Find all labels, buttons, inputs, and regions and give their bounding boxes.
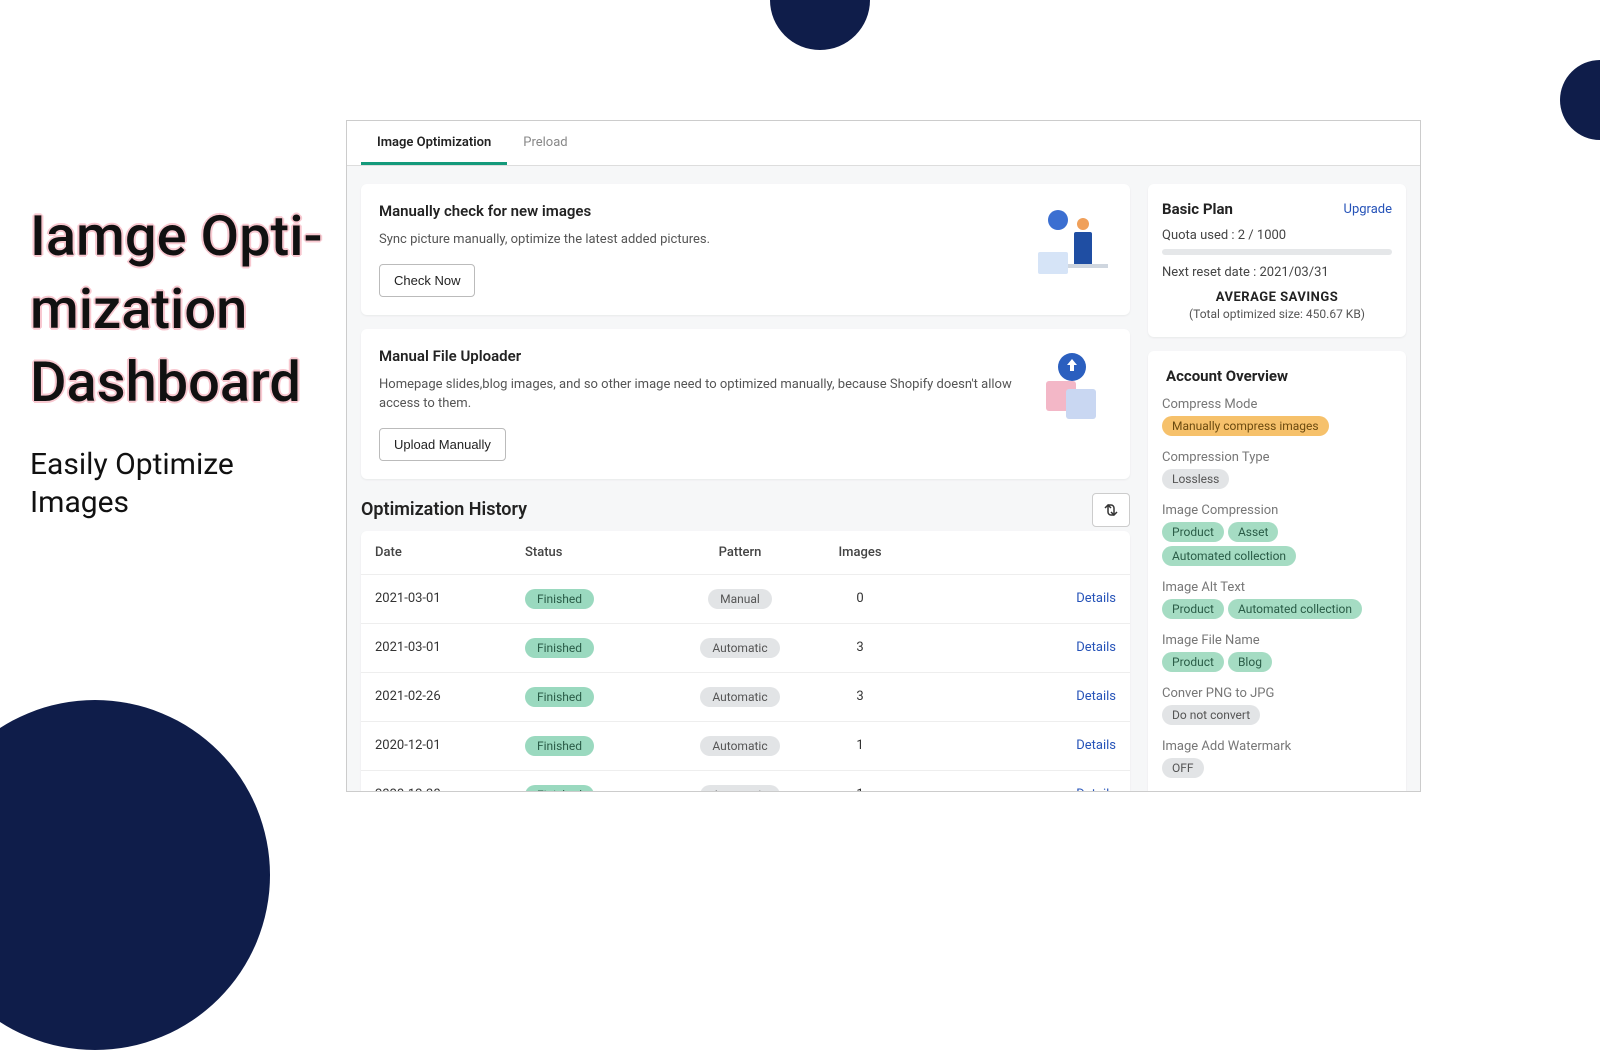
details-link[interactable]: Details bbox=[1076, 738, 1116, 753]
decor-circle-top bbox=[770, 0, 870, 50]
details-link[interactable]: Details bbox=[1076, 640, 1116, 655]
tag: Blog bbox=[1228, 652, 1272, 672]
cell-status: Finished bbox=[525, 736, 665, 756]
table-header: Date Status Pattern Images bbox=[361, 531, 1130, 575]
image-filename-label: Image File Name bbox=[1162, 633, 1392, 648]
hero-text: Iamge Opti-mization Dashboard Easily Opt… bbox=[30, 200, 340, 521]
cell-pattern: Manual bbox=[665, 589, 815, 609]
tab-image-optimization[interactable]: Image Optimization bbox=[361, 121, 507, 165]
compress-mode-label: Compress Mode bbox=[1162, 397, 1392, 412]
refresh-icon bbox=[1103, 502, 1119, 518]
cell-status: Finished bbox=[525, 687, 665, 707]
tag: Automated collection bbox=[1162, 546, 1296, 566]
decor-circle-right bbox=[1560, 60, 1600, 140]
sidebar-column: Basic Plan Upgrade Quota used : 2 / 1000… bbox=[1148, 184, 1406, 792]
table-row: 2020-12-30FinishedAutomatic1 Details bbox=[361, 771, 1130, 793]
upload-card: Manual File Uploader Homepage slides,blo… bbox=[361, 329, 1130, 479]
tab-bar: Image Optimization Preload bbox=[347, 121, 1420, 166]
savings-title: AVERAGE SAVINGS bbox=[1162, 290, 1392, 305]
cell-date: 2021-03-01 bbox=[375, 591, 525, 606]
cell-status: Finished bbox=[525, 638, 665, 658]
cell-images: 0 bbox=[815, 591, 905, 606]
table-row: 2021-03-01FinishedManual0 Details bbox=[361, 575, 1130, 624]
check-card-title: Manually check for new images bbox=[379, 202, 710, 220]
cell-images: 3 bbox=[815, 640, 905, 655]
tag: Asset bbox=[1228, 522, 1279, 542]
history-table: Date Status Pattern Images 2021-03-01Fin… bbox=[361, 531, 1130, 793]
details-link[interactable]: Details bbox=[1076, 787, 1116, 792]
quota-progress bbox=[1162, 249, 1392, 255]
upload-manually-button[interactable]: Upload Manually bbox=[379, 428, 506, 461]
cell-date: 2020-12-01 bbox=[375, 738, 525, 753]
cell-pattern: Automatic bbox=[665, 687, 815, 707]
compress-mode-value: Manually compress images bbox=[1162, 416, 1329, 436]
cell-date: 2021-03-01 bbox=[375, 640, 525, 655]
cell-images: 1 bbox=[815, 738, 905, 753]
upload-illustration-icon bbox=[1028, 347, 1112, 427]
table-row: 2020-12-01FinishedAutomatic1 Details bbox=[361, 722, 1130, 771]
watermark-value: OFF bbox=[1162, 758, 1204, 778]
savings-sub: (Total optimized size: 450.67 KB) bbox=[1162, 307, 1392, 321]
image-alt-label: Image Alt Text bbox=[1162, 580, 1392, 595]
quota-text: Quota used : 2 / 1000 bbox=[1162, 228, 1392, 243]
history-section: Optimization History Date Status Pattern… bbox=[361, 493, 1130, 793]
compression-type-label: Compression Type bbox=[1162, 450, 1392, 465]
tag: Automated collection bbox=[1228, 599, 1362, 619]
account-overview-card: Account Overview Compress Mode Manually … bbox=[1148, 351, 1406, 792]
image-compression-label: Image Compression bbox=[1162, 503, 1392, 518]
details-link[interactable]: Details bbox=[1076, 591, 1116, 606]
content-area: Manually check for new images Sync pictu… bbox=[347, 166, 1420, 792]
decor-circle-bottom bbox=[0, 700, 270, 1050]
tag: Product bbox=[1162, 599, 1224, 619]
check-card-desc: Sync picture manually, optimize the late… bbox=[379, 230, 710, 250]
cell-status: Finished bbox=[525, 589, 665, 609]
table-row: 2021-03-01FinishedAutomatic3 Details bbox=[361, 624, 1130, 673]
upload-card-desc: Homepage slides,blog images, and so othe… bbox=[379, 375, 1018, 414]
history-title: Optimization History bbox=[361, 499, 527, 520]
plan-card: Basic Plan Upgrade Quota used : 2 / 1000… bbox=[1148, 184, 1406, 337]
png-jpg-label: Conver PNG to JPG bbox=[1162, 686, 1392, 701]
tag: Product bbox=[1162, 522, 1224, 542]
refresh-button[interactable] bbox=[1092, 493, 1130, 527]
cell-status: Finished bbox=[525, 785, 665, 793]
col-pattern: Pattern bbox=[665, 545, 815, 560]
watermark-label: Image Add Watermark bbox=[1162, 739, 1392, 754]
tag: Product bbox=[1162, 652, 1224, 672]
main-column: Manually check for new images Sync pictu… bbox=[361, 184, 1130, 792]
cell-date: 2021-02-26 bbox=[375, 689, 525, 704]
png-jpg-value: Do not convert bbox=[1162, 705, 1260, 725]
compression-type-value: Lossless bbox=[1162, 469, 1229, 489]
cell-images: 3 bbox=[815, 689, 905, 704]
col-status: Status bbox=[525, 545, 665, 560]
tab-preload[interactable]: Preload bbox=[507, 121, 583, 165]
dashboard-window: Image Optimization Preload Manually chec… bbox=[346, 120, 1421, 792]
overview-title: Account Overview bbox=[1162, 367, 1392, 385]
col-images: Images bbox=[815, 545, 905, 560]
hero-subtitle: Easily Optimize Images bbox=[30, 446, 340, 521]
cell-images: 1 bbox=[815, 787, 905, 792]
col-date: Date bbox=[375, 545, 525, 560]
hero-title: Iamge Opti-mization Dashboard bbox=[30, 200, 340, 418]
table-row: 2021-02-26FinishedAutomatic3 Details bbox=[361, 673, 1130, 722]
check-images-card: Manually check for new images Sync pictu… bbox=[361, 184, 1130, 315]
upgrade-link[interactable]: Upgrade bbox=[1344, 202, 1392, 217]
plan-name: Basic Plan bbox=[1162, 200, 1233, 218]
sync-illustration-icon bbox=[1028, 202, 1112, 282]
upload-card-title: Manual File Uploader bbox=[379, 347, 1018, 365]
cell-pattern: Automatic bbox=[665, 785, 815, 793]
cell-pattern: Automatic bbox=[665, 736, 815, 756]
check-now-button[interactable]: Check Now bbox=[379, 264, 475, 297]
cell-date: 2020-12-30 bbox=[375, 787, 525, 792]
cell-pattern: Automatic bbox=[665, 638, 815, 658]
details-link[interactable]: Details bbox=[1076, 689, 1116, 704]
reset-date: Next reset date : 2021/03/31 bbox=[1162, 265, 1392, 280]
